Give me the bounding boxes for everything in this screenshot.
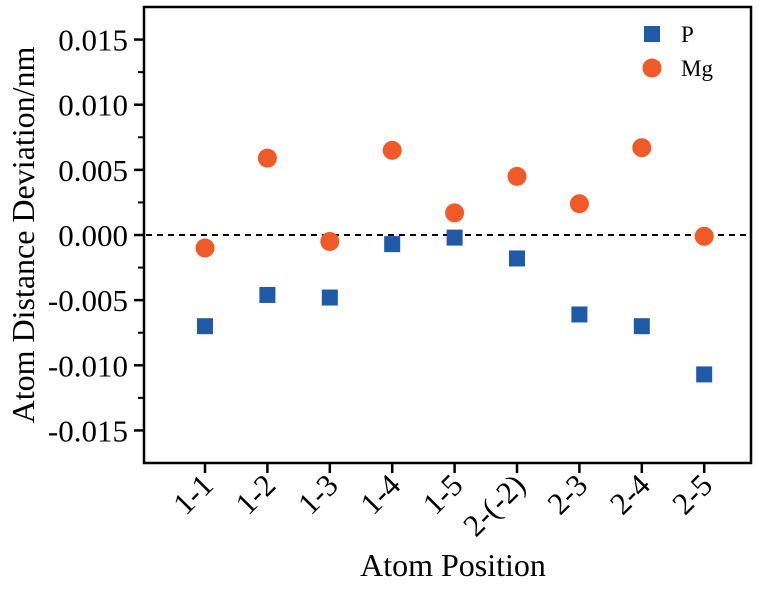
x-axis-title: Atom Position <box>360 547 546 583</box>
data-point-p <box>696 366 713 383</box>
y-axis-title: Atom Distance Deviation/nm <box>5 46 41 423</box>
x-tick-label: 2-3 <box>540 467 594 521</box>
data-point-mg <box>507 166 527 186</box>
series-mg <box>195 138 714 258</box>
data-point-mg <box>382 140 402 160</box>
data-point-p <box>384 236 401 253</box>
data-point-mg <box>694 226 714 246</box>
data-point-p <box>446 229 463 246</box>
data-point-p <box>321 289 338 306</box>
x-tick-label: 2-4 <box>603 467 657 521</box>
data-point-p <box>571 306 588 323</box>
x-tick-label: 1-3 <box>291 467 345 521</box>
data-point-mg <box>320 232 340 252</box>
y-tick-label: -0.010 <box>48 348 128 383</box>
data-point-mg <box>257 148 277 168</box>
data-series <box>195 138 714 383</box>
data-point-p <box>633 318 650 335</box>
y-axis: 0.015 0.010 0.005 0.000 -0.005 -0.010 -0.015 <box>48 23 144 448</box>
legend-marker-mg <box>642 58 662 78</box>
y-tick-label: 0.015 <box>58 23 128 58</box>
y-tick-label: 0.005 <box>58 153 128 188</box>
data-point-mg <box>569 194 589 214</box>
data-point-mg <box>632 138 652 158</box>
legend-label-mg: Mg <box>681 56 713 81</box>
data-point-mg <box>445 203 465 223</box>
x-tick-label: 1-1 <box>166 467 220 521</box>
x-tick-label: 2-(-2) <box>456 467 532 543</box>
data-point-mg <box>195 238 215 258</box>
x-tick-label: 2-5 <box>665 467 719 521</box>
data-point-p <box>259 286 276 303</box>
x-tick-label: 1-4 <box>353 467 407 521</box>
data-point-p <box>509 250 525 267</box>
y-tick-label: -0.015 <box>48 413 128 448</box>
y-tick-label: -0.005 <box>48 283 128 318</box>
legend: P Mg <box>642 22 713 81</box>
data-point-p <box>197 318 213 335</box>
series-p <box>197 229 713 383</box>
legend-marker-p <box>644 26 660 42</box>
legend-label-p: P <box>681 22 694 47</box>
x-axis: 1-1 1-2 1-3 1-4 1-52-(-2) 2-3 2-4 2-5 <box>166 463 719 543</box>
x-tick-label: 1-2 <box>228 467 282 521</box>
y-tick-label: 0.000 <box>58 218 128 253</box>
y-tick-label: 0.010 <box>58 88 128 123</box>
